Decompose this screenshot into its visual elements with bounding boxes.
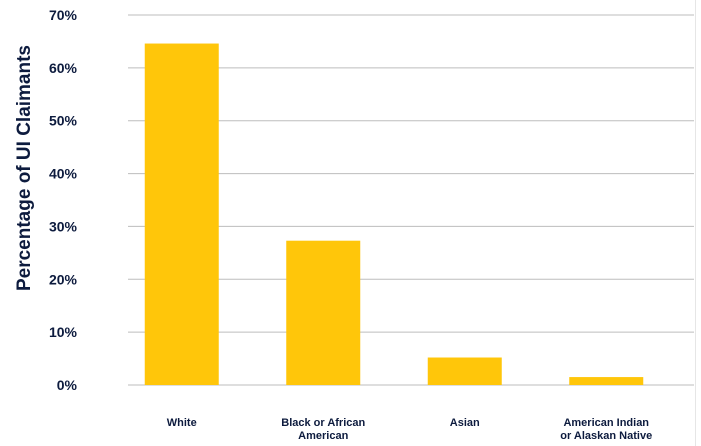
y-tick-label: 10% [49, 324, 78, 340]
y-tick-label: 30% [49, 218, 78, 234]
x-category-labels: White Black or African American Asian Americ… [167, 417, 652, 442]
y-tick-label: 70% [49, 7, 78, 23]
x-category-label-line: American [298, 430, 348, 442]
x-category-label-line: American Indian [563, 417, 649, 429]
y-tick-label: 20% [49, 271, 78, 287]
x-category-label: American Indian or Alaskan Native [560, 417, 652, 442]
y-tick-label: 50% [49, 113, 78, 129]
y-tick-label: 0% [57, 377, 78, 393]
bar [144, 43, 219, 386]
y-tick-label: 60% [49, 60, 78, 76]
x-category-label-line: Asian [450, 417, 480, 429]
x-category-label-line: White [167, 417, 197, 429]
x-category-label: Black or African American [281, 417, 365, 442]
chart-frame-edge [695, 0, 696, 446]
y-axis-label: Percentage of UI Claimants [14, 45, 35, 291]
y-tick-labels: 0% 10% 20% 30% 40% 50% 60% 70% [49, 7, 78, 393]
x-category-label: Asian [450, 417, 480, 429]
y-tick-label: 40% [49, 166, 78, 182]
bars [144, 43, 644, 386]
x-category-label-line: or Alaskan Native [560, 430, 652, 442]
x-category-label-line: Black or African [281, 417, 365, 429]
bar [427, 357, 502, 385]
x-category-label: White [167, 417, 197, 429]
bar [286, 240, 361, 385]
bar [569, 377, 644, 385]
